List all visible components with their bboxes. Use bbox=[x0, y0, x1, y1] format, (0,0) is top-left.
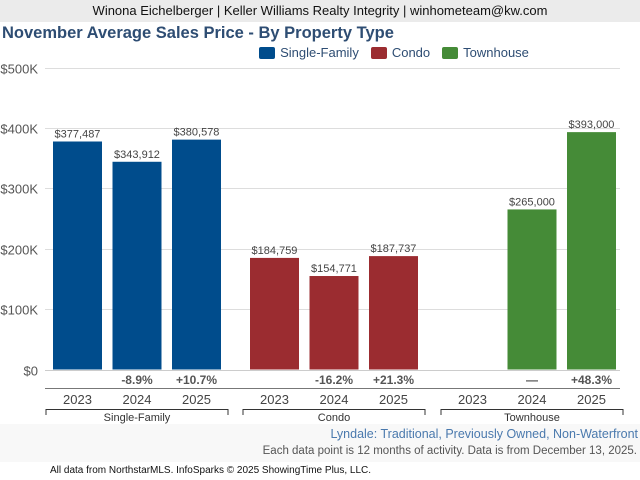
x-tick-label: 2024 bbox=[123, 392, 152, 407]
change-label: -16.2% bbox=[315, 373, 353, 387]
data-label: $380,578 bbox=[174, 127, 220, 139]
data-label: $393,000 bbox=[569, 119, 615, 131]
bottom-band bbox=[0, 424, 640, 462]
x-tick-label: 2024 bbox=[320, 392, 349, 407]
x-tick-label: 2023 bbox=[458, 392, 487, 407]
group-bracket bbox=[45, 409, 229, 415]
y-tick-label: $100K bbox=[0, 303, 38, 318]
legend-swatch-single-family bbox=[259, 46, 276, 59]
data-label: $377,487 bbox=[55, 128, 101, 140]
legend-item-single-family[interactable]: Single-Family bbox=[111, 45, 359, 60]
chart-subtitle: Lyndale: Traditional, Previously Owned, … bbox=[330, 427, 638, 441]
bar bbox=[172, 139, 221, 370]
data-label: $265,000 bbox=[509, 196, 555, 208]
group-bracket bbox=[440, 409, 624, 415]
legend: Single-Family Condo Townhouse bbox=[0, 45, 640, 60]
data-label: $187,737 bbox=[371, 243, 417, 255]
footer-text: All data from NorthstarMLS. InfoSparks ©… bbox=[50, 465, 372, 476]
group-bracket bbox=[242, 409, 426, 415]
group-label: Single-Family bbox=[104, 412, 171, 424]
x-tick-label: 2023 bbox=[63, 392, 92, 407]
group-label: Townhouse bbox=[504, 412, 560, 424]
y-tick-label: $0 bbox=[24, 364, 38, 379]
data-note: Each data point is 12 months of activity… bbox=[262, 445, 637, 457]
y-tick-label: $500K bbox=[0, 62, 38, 77]
change-label: +48.3% bbox=[571, 373, 612, 387]
x-tick-label: 2024 bbox=[518, 392, 547, 407]
bar bbox=[369, 256, 418, 370]
legend-label: Condo bbox=[391, 45, 431, 60]
data-label: $184,759 bbox=[252, 245, 298, 257]
x-tick-label: 2025 bbox=[577, 392, 606, 407]
group-label: Condo bbox=[318, 412, 350, 424]
chart-title: November Average Sales Price - By Proper… bbox=[2, 24, 394, 42]
legend-item-townhouse[interactable]: Townhouse bbox=[442, 45, 529, 60]
y-tick-label: $300K bbox=[0, 182, 38, 197]
bar bbox=[507, 209, 557, 370]
bar bbox=[53, 141, 102, 370]
y-tick-label: $400K bbox=[0, 122, 38, 137]
bar bbox=[309, 276, 359, 370]
agent-header: Winona Eichelberger | Keller Williams Re… bbox=[0, 0, 640, 22]
data-label: $343,912 bbox=[114, 149, 160, 161]
data-label: $154,771 bbox=[311, 263, 357, 275]
x-tick-label: 2025 bbox=[182, 392, 211, 407]
legend-swatch-townhouse bbox=[442, 46, 459, 59]
bar bbox=[112, 161, 162, 370]
legend-label: Single-Family bbox=[280, 45, 359, 60]
bar bbox=[567, 132, 616, 370]
legend-item-condo[interactable]: Condo bbox=[370, 45, 431, 60]
legend-swatch-condo bbox=[370, 46, 387, 59]
x-tick-label: 2025 bbox=[379, 392, 408, 407]
change-label: +10.7% bbox=[176, 373, 217, 387]
bar bbox=[250, 257, 299, 370]
footer: All data from NorthstarMLS. InfoSparks ©… bbox=[0, 463, 640, 480]
y-tick-label: $200K bbox=[0, 243, 38, 258]
x-tick-label: 2023 bbox=[260, 392, 289, 407]
change-label: — bbox=[526, 373, 538, 387]
agent-header-text: Winona Eichelberger | Keller Williams Re… bbox=[92, 3, 548, 18]
change-label: -8.9% bbox=[121, 373, 153, 387]
legend-label: Townhouse bbox=[463, 45, 529, 60]
change-label: +21.3% bbox=[373, 373, 414, 387]
